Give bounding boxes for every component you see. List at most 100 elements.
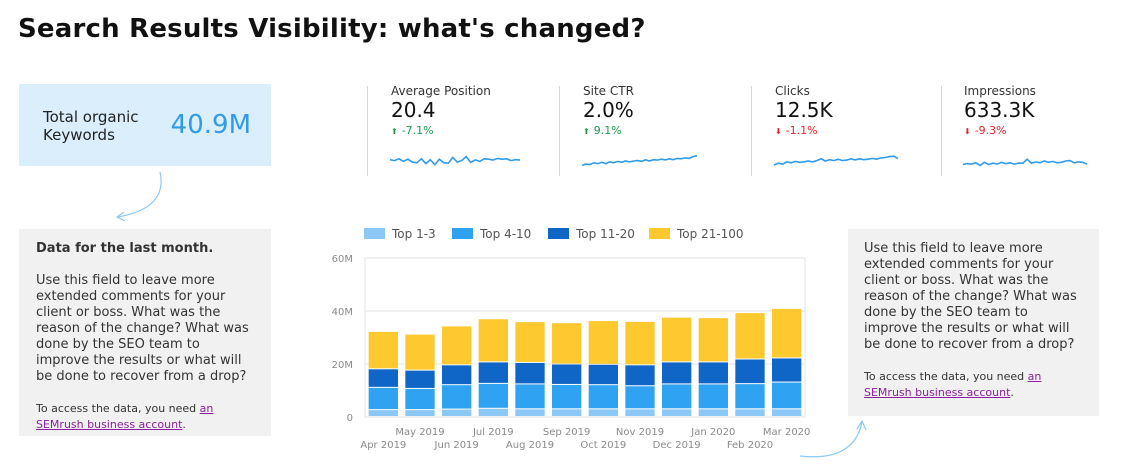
access-note-suffix: . — [182, 418, 186, 431]
bar-segment — [662, 384, 692, 409]
total-keywords-card: Total organic Keywords 40.9M — [19, 84, 271, 166]
bar-segment — [698, 384, 728, 409]
bar-segment — [735, 384, 765, 409]
sparkline-line — [389, 155, 521, 166]
comment-body: Use this field to leave more extended co… — [36, 273, 249, 384]
x-tick-label: Jun 2019 — [434, 440, 479, 451]
metric-change-value: 9.1% — [593, 124, 622, 137]
bar-segment — [698, 362, 728, 384]
y-tick-label: 60M — [332, 254, 353, 265]
bar-segment — [515, 362, 545, 384]
metric-divider — [751, 86, 752, 176]
metric-value: 633.3K — [964, 98, 1035, 122]
bar-segment — [405, 334, 435, 370]
semrush-account-link[interactable]: an SEMrush business account — [36, 402, 214, 431]
legend-label: Top 21-100 — [677, 227, 744, 241]
metric-change: ⬆ -7.1% — [391, 124, 434, 137]
y-tick-label: 0 — [347, 413, 353, 424]
bar-segment — [515, 384, 545, 409]
access-note-suffix: . — [1010, 386, 1014, 399]
x-tick-label: Mar 2020 — [763, 427, 811, 438]
metric-clicks: Clicks 12.5K ⬇ -1.1% — [773, 84, 935, 178]
bar-segment — [478, 319, 508, 362]
x-tick-label: Dec 2019 — [653, 440, 701, 451]
bar-segment — [772, 382, 802, 409]
x-tick-label: Feb 2020 — [727, 440, 773, 451]
legend-swatch — [452, 228, 473, 239]
metric-divider — [941, 86, 942, 176]
legend-item-top-1-3[interactable]: Top 1-3 — [364, 227, 436, 241]
legend-label: Top 11-20 — [576, 227, 635, 241]
keyword-position-bar-chart: 0 20M 40M 60M Apr 2019 May 2019 Jun 2019 Jul 20… — [332, 254, 811, 451]
comment-access-note: To access the data, you need an SEMrush … — [36, 401, 255, 433]
bar-segment — [478, 383, 508, 408]
bar-segment — [368, 410, 398, 416]
bar-segment — [368, 331, 398, 369]
bar-segment — [625, 365, 655, 386]
sparkline-line — [773, 155, 899, 166]
comment-body: Use this field to leave more extended co… — [864, 241, 1077, 352]
bar-segment — [515, 409, 545, 416]
bar-segment — [625, 409, 655, 416]
metric-site-ctr: Site CTR 2.0% ⬆ 9.1% — [581, 84, 743, 178]
metric-change: ⬆ 9.1% — [583, 124, 622, 137]
bar-segment — [405, 388, 435, 410]
bar-segment — [552, 323, 582, 364]
arrow-down-left-icon — [115, 171, 162, 222]
legend-label: Top 1-3 — [392, 227, 436, 241]
total-keywords-label: Total organic Keywords — [43, 108, 139, 144]
bar-segment — [625, 321, 655, 365]
bar-segment — [625, 386, 655, 409]
bar-segment — [588, 409, 618, 416]
sparkline-line — [962, 158, 1088, 167]
bar-segment — [552, 409, 582, 416]
bar-segment — [442, 326, 472, 365]
x-tick-label: Aug 2019 — [506, 440, 554, 451]
bar-segment — [772, 308, 802, 358]
arrow-down-icon: ⬇ — [775, 127, 782, 136]
bar-segment — [442, 365, 472, 385]
y-tick-label: 40M — [332, 307, 353, 318]
legend-swatch — [548, 228, 569, 239]
comment-heading: Data for the last month. — [36, 241, 214, 256]
metric-change-value: -9.3% — [974, 124, 1007, 137]
bar-segment — [735, 313, 765, 359]
bar-segment — [405, 370, 435, 388]
access-note-text: To access the data, you need — [864, 370, 1028, 383]
metric-change-value: -1.1% — [785, 124, 818, 137]
metric-value: 12.5K — [775, 98, 833, 122]
bar-segment — [588, 385, 618, 409]
bar-segment — [662, 409, 692, 416]
arrow-down-icon: ⬇ — [964, 127, 971, 136]
metric-divider — [559, 86, 560, 176]
legend-item-top-21-100[interactable]: Top 21-100 — [649, 227, 744, 241]
metric-change: ⬇ -1.1% — [775, 124, 818, 137]
comment-box-left[interactable]: Data for the last month. Use this field … — [19, 229, 271, 436]
x-tick-label: Apr 2019 — [360, 440, 406, 451]
bar-segment — [662, 362, 692, 384]
y-tick-label: 20M — [332, 360, 353, 371]
sparkline-line — [581, 154, 698, 167]
x-tick-label: Sep 2019 — [543, 427, 590, 438]
metric-value: 2.0% — [583, 98, 634, 122]
comment-box-right[interactable]: Use this field to leave more extended co… — [848, 229, 1099, 416]
bar-segment — [698, 409, 728, 416]
bar-segment — [442, 385, 472, 409]
legend-swatch — [364, 228, 385, 239]
arrow-up-icon: ⬆ — [391, 127, 398, 136]
metric-divider — [367, 86, 368, 176]
semrush-account-link[interactable]: an SEMrush business account — [864, 370, 1042, 399]
access-note-text: To access the data, you need — [36, 402, 200, 415]
legend-item-top-11-20[interactable]: Top 11-20 — [548, 227, 635, 241]
legend-swatch — [649, 228, 670, 239]
x-tick-label: Oct 2019 — [580, 440, 626, 451]
bar-segment — [772, 358, 802, 382]
arrow-up-icon: ⬆ — [583, 127, 590, 136]
bar-segment — [588, 321, 618, 364]
page-title: Search Results Visibility: what's change… — [18, 14, 646, 44]
metric-impressions: Impressions 633.3K ⬇ -9.3% — [962, 84, 1123, 178]
metric-label: Impressions — [964, 84, 1036, 98]
legend-item-top-4-10[interactable]: Top 4-10 — [452, 227, 531, 241]
x-tick-label: Nov 2019 — [616, 427, 664, 438]
metric-label: Average Position — [391, 84, 491, 98]
